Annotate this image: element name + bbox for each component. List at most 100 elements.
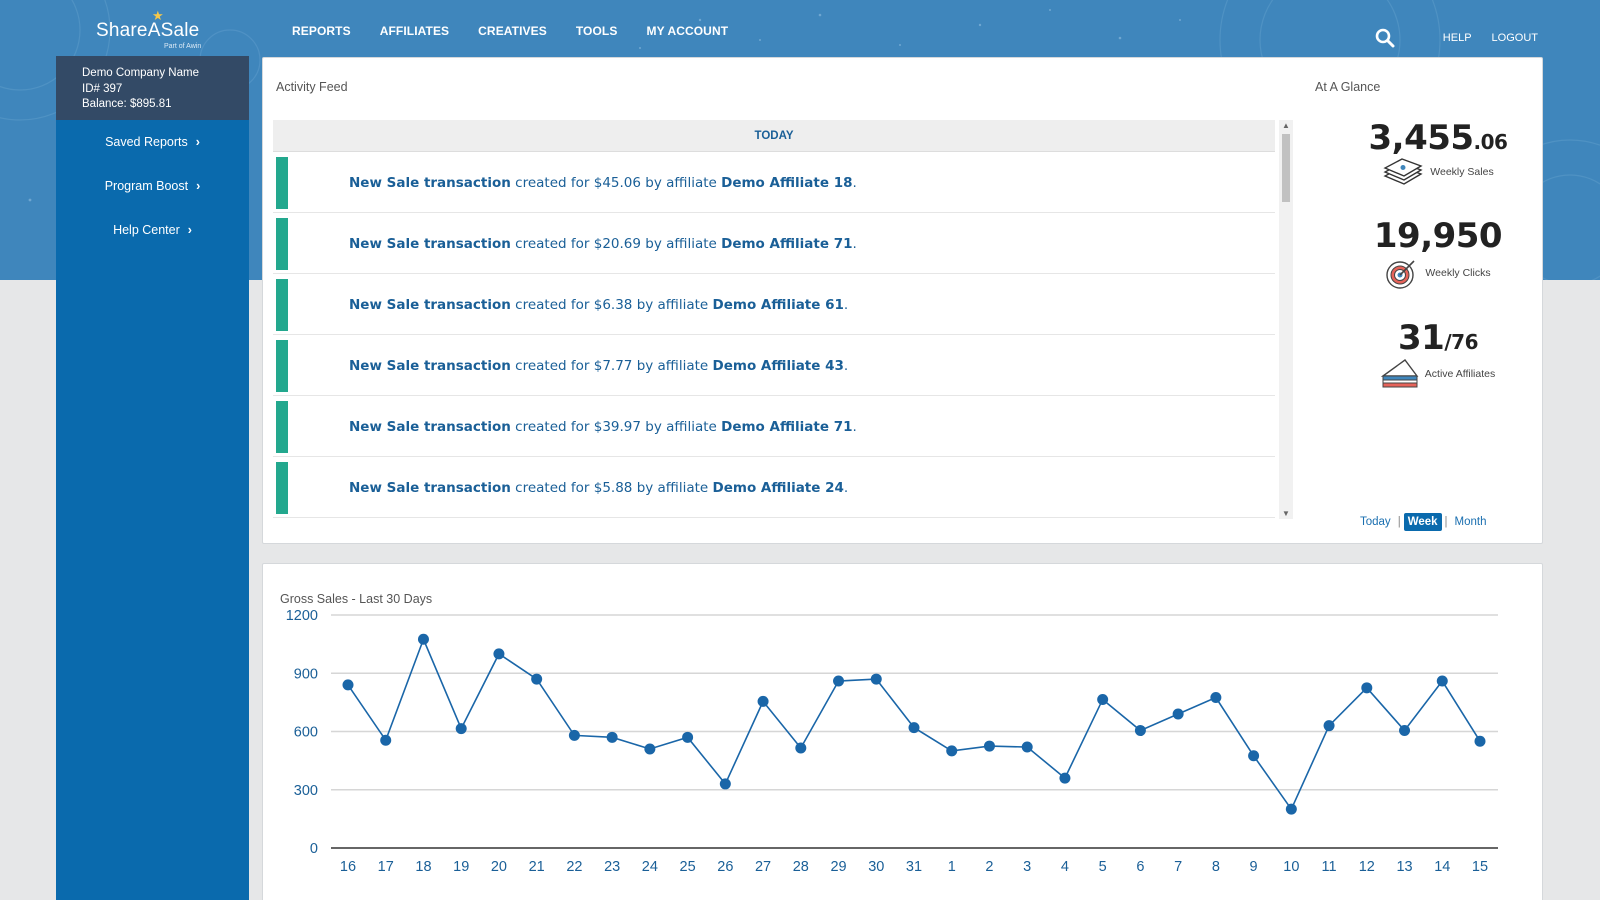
x-tick-label: 16 <box>340 859 356 875</box>
weekly-sales-stat: 3,455.06 Weekly Sales <box>1343 118 1533 186</box>
y-tick-label: 0 <box>310 841 318 857</box>
feed-item-marker <box>276 157 288 209</box>
x-tick-label: 31 <box>906 859 922 875</box>
activity-feed-title: Activity Feed <box>276 80 348 94</box>
sidebar-item-label: Help Center <box>113 223 180 237</box>
x-tick-label: 26 <box>717 859 733 875</box>
shareasale-logo[interactable]: ★ ShareASale Part of Awin <box>96 8 236 50</box>
activity-feed[interactable]: TODAY New Sale transaction created for $… <box>273 120 1275 519</box>
y-tick-label: 600 <box>294 725 318 741</box>
x-tick-label: 18 <box>415 859 431 875</box>
sidebar-item-saved-reports[interactable]: Saved Reports › <box>56 120 249 164</box>
period-month[interactable]: Month <box>1454 516 1487 528</box>
scrollbar-thumb[interactable] <box>1282 134 1290 202</box>
nav-my-account[interactable]: MY ACCOUNT <box>646 24 729 38</box>
x-tick-label: 6 <box>1136 859 1144 875</box>
x-tick-label: 22 <box>566 859 582 875</box>
x-tick-label: 30 <box>868 859 884 875</box>
sidebar-item-label: Saved Reports <box>105 135 188 149</box>
cake-slice-icon <box>1380 359 1419 388</box>
feed-item-text: New Sale transaction created for $6.38 b… <box>349 297 849 313</box>
data-point <box>1323 720 1335 732</box>
affiliate-link[interactable]: Demo Affiliate 61 <box>712 297 844 313</box>
x-tick-label: 19 <box>453 859 469 875</box>
data-point <box>1399 725 1411 737</box>
sidebar-item-help-center[interactable]: Help Center › <box>56 208 249 252</box>
y-tick-label: 900 <box>294 666 318 682</box>
search-icon[interactable] <box>1375 28 1395 48</box>
logout-link[interactable]: LOGOUT <box>1491 32 1538 44</box>
affiliate-link[interactable]: Demo Affiliate 71 <box>721 236 853 252</box>
data-point <box>1059 772 1071 784</box>
transaction-link[interactable]: New Sale transaction <box>349 236 511 252</box>
feed-item-marker <box>276 279 288 331</box>
x-tick-label: 27 <box>755 859 771 875</box>
x-tick-label: 25 <box>680 859 696 875</box>
period-week[interactable]: Week <box>1403 513 1442 531</box>
x-tick-label: 13 <box>1396 859 1412 875</box>
x-tick-label: 21 <box>529 859 545 875</box>
data-point <box>1436 675 1448 687</box>
affiliate-link[interactable]: Demo Affiliate 18 <box>721 175 853 191</box>
nav-reports[interactable]: REPORTS <box>292 24 351 38</box>
active-affiliates-stat: 31/76 Active Affiliates <box>1343 318 1533 390</box>
utility-navigation: HELP LOGOUT <box>1375 28 1538 48</box>
feed-scrollbar[interactable]: ▲ ▼ <box>1279 120 1293 519</box>
transaction-link[interactable]: New Sale transaction <box>349 419 511 435</box>
feed-item: New Sale transaction created for $6.38 b… <box>273 274 1275 335</box>
main-navigation: REPORTS AFFILIATES CREATIVES TOOLS MY AC… <box>292 24 757 38</box>
affiliate-link[interactable]: Demo Affiliate 71 <box>721 419 853 435</box>
activity-card: Activity Feed TODAY New Sale transaction… <box>262 57 1543 544</box>
brand-name: ShareASale <box>96 20 200 41</box>
data-point <box>342 679 354 691</box>
feed-item-marker <box>276 462 288 514</box>
transaction-link[interactable]: New Sale transaction <box>349 358 511 374</box>
data-point <box>568 729 580 741</box>
separator: | <box>1444 516 1448 528</box>
affiliate-link[interactable]: Demo Affiliate 24 <box>712 480 844 496</box>
feed-item-marker <box>276 401 288 453</box>
star-icon: ★ <box>152 8 164 23</box>
feed-item: New Sale transaction created for $5.88 b… <box>273 457 1275 518</box>
data-point <box>1097 693 1109 705</box>
weekly-clicks-label: Weekly Clicks <box>1425 266 1491 279</box>
feed-item-text: New Sale transaction created for $39.97 … <box>349 419 857 435</box>
nav-tools[interactable]: TOOLS <box>575 24 618 38</box>
data-point <box>1210 692 1222 704</box>
sidebar-item-program-boost[interactable]: Program Boost › <box>56 164 249 208</box>
data-point <box>1172 708 1184 720</box>
account-id: ID# 397 <box>82 82 123 95</box>
feed-item-marker <box>276 218 288 270</box>
data-point <box>1021 741 1033 753</box>
feed-item: New Sale transaction created for $20.69 … <box>273 213 1275 274</box>
x-tick-label: 10 <box>1283 859 1299 875</box>
x-tick-label: 1 <box>948 859 956 875</box>
period-today[interactable]: Today <box>1360 516 1391 528</box>
active-affiliates-value: 31/76 <box>1398 318 1478 358</box>
scroll-up-icon[interactable]: ▲ <box>1282 121 1290 130</box>
x-tick-label: 20 <box>491 859 507 875</box>
nav-affiliates[interactable]: AFFILIATES <box>379 24 450 38</box>
chevron-right-icon: › <box>195 135 200 149</box>
x-tick-label: 5 <box>1099 859 1107 875</box>
x-tick-label: 29 <box>830 859 846 875</box>
affiliate-link[interactable]: Demo Affiliate 43 <box>712 358 844 374</box>
transaction-link[interactable]: New Sale transaction <box>349 175 511 191</box>
help-link[interactable]: HELP <box>1442 32 1472 44</box>
data-point <box>1134 725 1146 737</box>
scroll-down-icon[interactable]: ▼ <box>1282 509 1290 518</box>
nav-creatives[interactable]: CREATIVES <box>478 24 547 38</box>
transaction-link[interactable]: New Sale transaction <box>349 480 511 496</box>
data-point <box>870 673 882 685</box>
account-summary: Demo Company Name ID# 397 Balance: $895.… <box>56 56 249 120</box>
feed-item-marker <box>276 340 288 392</box>
x-tick-label: 17 <box>378 859 394 875</box>
data-point <box>833 675 845 687</box>
weekly-sales-value: 3,455.06 <box>1368 118 1508 158</box>
transaction-link[interactable]: New Sale transaction <box>349 297 511 313</box>
sidebar: Demo Company Name ID# 397 Balance: $895.… <box>56 56 249 900</box>
chevron-right-icon: › <box>187 223 192 237</box>
chevron-right-icon: › <box>196 179 201 193</box>
data-point <box>757 695 769 707</box>
